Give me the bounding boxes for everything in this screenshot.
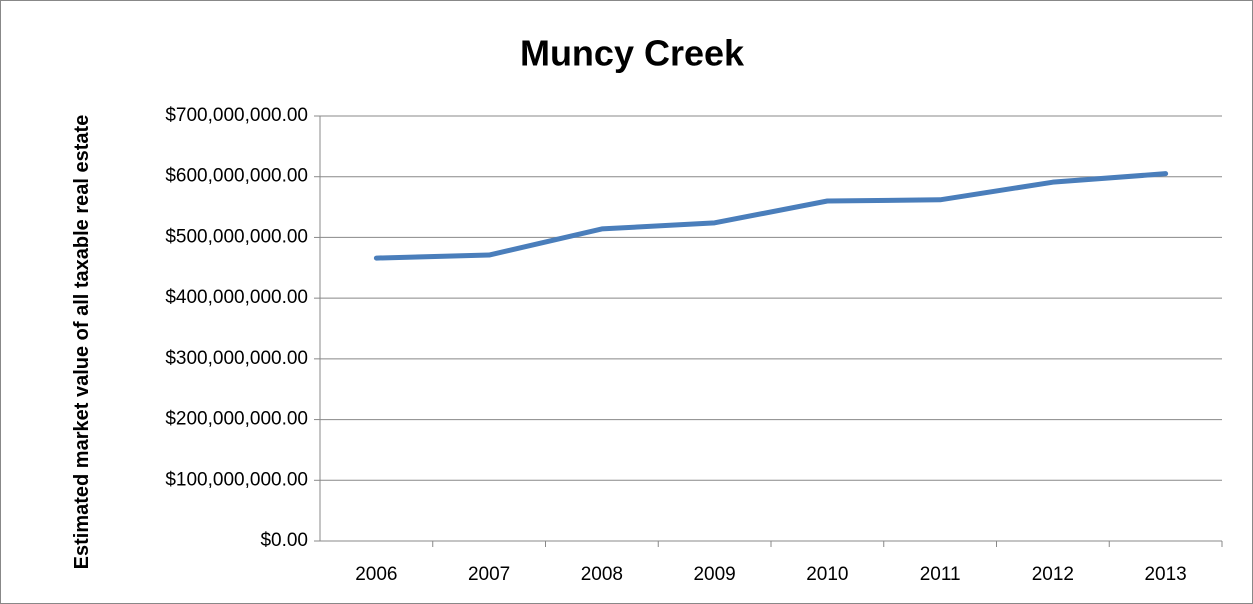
y-tick-label: $500,000,000.00 [165,226,308,247]
x-tick-label: 2011 [920,564,961,585]
y-tick-label: $200,000,000.00 [165,409,308,430]
x-tick-label: 2008 [581,564,623,585]
y-tick-label: $0.00 [260,530,308,551]
y-tick-label: $400,000,000.00 [165,287,308,308]
x-tick-label: 2006 [355,564,397,585]
chart-title: Muncy Creek [520,33,745,74]
x-tick-label: 2010 [806,564,848,585]
x-tick-label: 2013 [1144,564,1186,585]
data-line [373,171,1169,261]
x-tick-label: 2012 [1032,564,1074,585]
x-tick-label: 2007 [468,564,510,585]
y-tick-label: $300,000,000.00 [165,348,308,369]
y-tick-label: $100,000,000.00 [165,469,308,490]
y-axis-label: Estimated market value of all taxable re… [71,114,93,570]
x-tick-label: 2009 [693,564,735,585]
y-tick-label: $700,000,000.00 [165,105,308,126]
y-tick-label: $600,000,000.00 [165,166,308,187]
